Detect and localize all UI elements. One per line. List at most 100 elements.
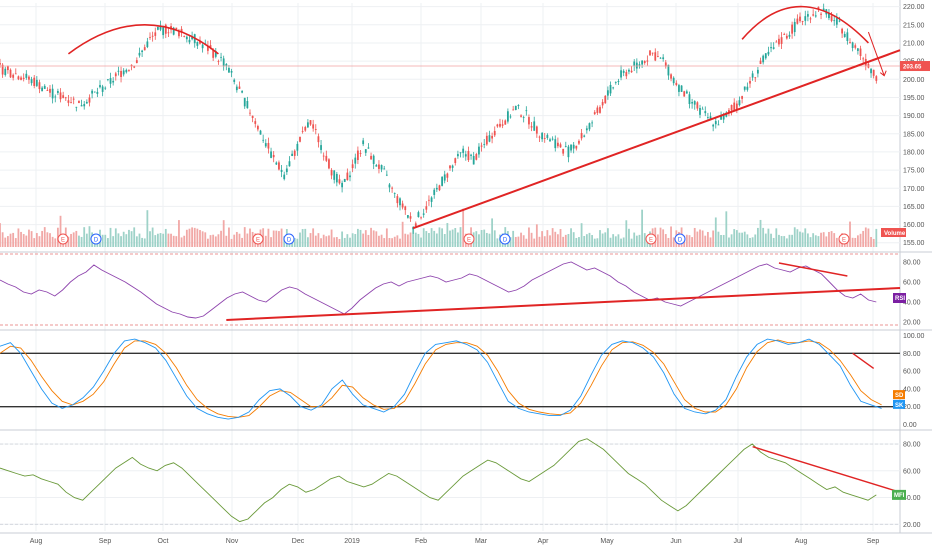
candle [606,90,609,96]
volume-bar [688,235,691,247]
volume-bar [530,232,533,247]
volume-bar [756,227,759,247]
volume-bar [567,233,570,247]
volume-bar [309,233,312,247]
volume-bar [354,234,357,247]
volume-bar [578,237,580,247]
candle [20,77,22,80]
candle [512,109,515,111]
volume-bar [78,235,80,247]
candle [228,67,230,73]
volume-bar [356,228,359,247]
sk-tag [893,399,905,409]
candle [341,182,344,188]
candle [54,96,57,98]
candle [135,60,138,63]
sd-tag [893,390,905,400]
volume-label: Volume [884,231,906,237]
candle [59,92,62,100]
volume-bar [817,236,820,247]
candle [680,85,683,92]
candle [459,152,462,154]
candle [51,88,54,99]
candle [1,64,4,75]
volume-bar [538,236,541,247]
candle [75,106,78,108]
candle [749,80,751,84]
candle [478,146,480,155]
volume-bar [488,233,491,247]
volume-bar [451,229,454,247]
volume-bar [12,232,15,247]
candle [364,149,367,153]
candle [393,193,396,194]
candle [222,58,225,67]
rsi-y-tick: 40.00 [903,300,921,307]
candle [380,165,383,170]
down-arrow-head [879,70,887,77]
x-tick-label: Aug [30,538,43,545]
event-marker-label: E [842,238,846,244]
candle [662,57,665,60]
candle [43,85,46,89]
candle [746,86,749,90]
volume-bar [233,234,236,247]
volume-bar [175,236,178,247]
candle [93,91,96,93]
mfi-line [0,438,877,523]
volume-bar [362,233,365,247]
volume-bar [820,232,822,247]
candle [754,77,757,79]
mfi-y-tick: 60.00 [903,468,921,475]
candle [251,115,254,119]
volume-bar [712,230,715,247]
volume-bar [728,237,730,247]
dividend-marker [283,233,295,245]
candle [806,14,809,17]
candle [554,139,557,149]
volume-bar [312,228,315,247]
candle [159,25,162,30]
price-y-tick: 175.00 [903,168,925,175]
candle [4,68,7,75]
volume-bar [435,233,438,247]
candle [91,90,94,94]
volume-bar [520,232,522,247]
volume-bar [225,235,228,247]
volume-bar [380,234,383,247]
candle [201,44,204,49]
volume-bar [72,232,75,247]
event-marker-label: D [287,238,292,244]
candle [409,216,412,219]
candle [556,142,559,147]
candle [28,76,30,80]
candle [396,196,399,204]
last-price-label: 203.65 [903,65,922,71]
volume-bar [180,237,183,247]
volume-bar [425,231,428,247]
volume-bar [138,233,141,247]
candle [701,108,704,110]
volume-bar [496,238,499,247]
x-tick-label: Oct [158,538,169,545]
candle [514,105,517,110]
x-tick-label: Nov [226,538,239,545]
candle [699,107,701,115]
candle [133,66,136,68]
rsi-line [0,261,877,319]
volume-bar [764,233,767,247]
candle [675,82,678,85]
volume-bar [335,237,338,247]
stoch-y-tick: 40.00 [903,386,921,393]
earnings-marker [252,233,264,245]
volume-bar [201,231,204,247]
volume-bar [635,235,638,247]
rsi-divergence-arrow [778,262,848,277]
candle [264,143,267,147]
volume-bar [299,232,301,247]
mfi-tag [892,489,906,500]
volume-bar [170,233,172,247]
volume-bar [406,234,409,247]
candle [225,64,228,66]
volume-bar [656,234,659,247]
